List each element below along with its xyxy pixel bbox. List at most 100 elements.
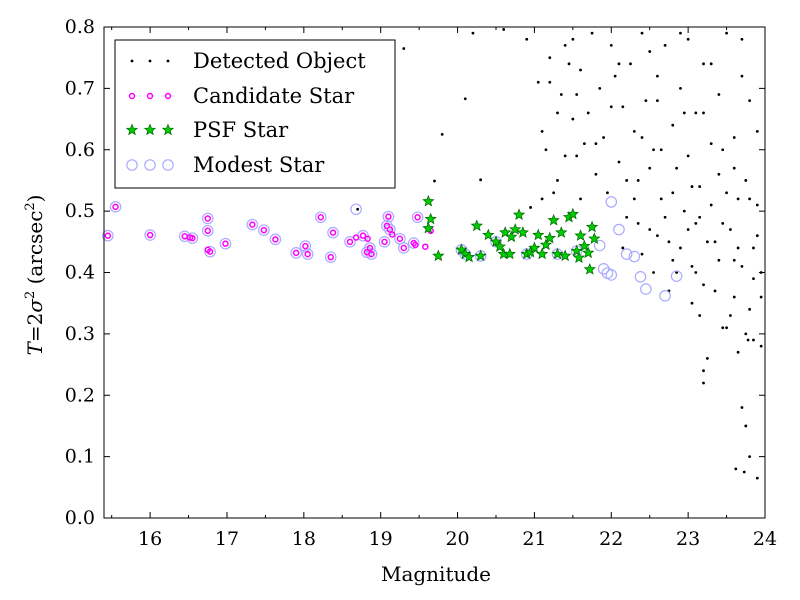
- data-point-circle: [246, 218, 259, 231]
- y-axis-label: T=2σ2 (arcsec2): [23, 194, 47, 355]
- x-axis-ticks: 16 17 18 19 20 21 22 23 24: [111, 27, 777, 550]
- legend-marker-ring: [146, 92, 154, 100]
- data-point-circle: [269, 233, 282, 246]
- legend-box: [114, 39, 396, 189]
- data-point-circle: [301, 248, 314, 260]
- data-point-point: [640, 136, 644, 139]
- data-point-point: [659, 197, 663, 201]
- data-point-ring: [422, 243, 429, 250]
- data-point-ring: [366, 244, 374, 252]
- data-point-point: [752, 338, 755, 342]
- data-point-ring: [414, 214, 421, 221]
- y-axis-label-text: T=2σ2 (arcsec2): [23, 194, 47, 355]
- data-point-star: [424, 212, 437, 225]
- data-point-point: [629, 62, 632, 66]
- y-axis-ticks: 0.0 0.1 0.2 0.3 0.4 0.5 0.6 0.7 0.8: [65, 16, 765, 529]
- data-point-point: [721, 148, 725, 152]
- data-point-ring: [386, 226, 394, 233]
- data-point-star: [489, 235, 503, 248]
- data-point-point: [636, 222, 640, 225]
- data-point-point: [682, 209, 686, 213]
- data-point-circle: [670, 270, 683, 282]
- data-point-point: [536, 80, 540, 84]
- data-point-circle: [144, 229, 156, 241]
- data-point-point: [702, 381, 705, 385]
- data-point-point: [744, 424, 748, 428]
- data-point-point: [671, 123, 675, 127]
- data-point-point: [529, 206, 532, 209]
- legend-marker-point: [166, 59, 170, 63]
- data-point-point: [725, 326, 728, 330]
- data-point-point: [686, 37, 690, 41]
- legend-marker-ring: [128, 92, 136, 100]
- data-point-point: [725, 191, 728, 195]
- data-point-point: [559, 93, 563, 96]
- data-point-ring: [412, 241, 419, 249]
- data-point-star: [572, 251, 586, 263]
- data-point-point: [548, 80, 552, 84]
- data-point-point: [702, 369, 705, 373]
- data-point-point: [713, 289, 717, 293]
- legend-marker-ring: [164, 92, 172, 100]
- data-point-ring: [364, 235, 371, 242]
- data-point-ring: [292, 249, 300, 257]
- data-point-circle: [314, 211, 327, 224]
- data-point-circle: [628, 250, 641, 263]
- data-point-point: [609, 105, 613, 109]
- data-point-circle: [290, 247, 302, 259]
- legend: Detected Object Candidate Star PSF Star …: [114, 39, 396, 189]
- data-point-point: [675, 166, 679, 170]
- data-point-star: [578, 239, 591, 252]
- data-point-ring: [104, 232, 112, 239]
- data-point-point: [594, 142, 598, 146]
- data-point-star: [528, 241, 541, 254]
- data-point-ring: [146, 231, 154, 239]
- data-point-point: [679, 31, 682, 35]
- data-point-point: [748, 197, 752, 201]
- y-label-unit-exp: 2: [23, 202, 38, 210]
- data-point-ring: [204, 227, 212, 235]
- data-point-star: [543, 231, 556, 244]
- data-point-point: [544, 148, 548, 152]
- y-tick-label: 0.4: [65, 262, 95, 284]
- data-point-point: [705, 240, 709, 244]
- data-point-star: [583, 262, 596, 275]
- data-point-circle: [299, 240, 312, 252]
- plot-frame: [103, 26, 766, 519]
- data-point-star: [532, 228, 545, 241]
- data-point-point: [740, 37, 744, 41]
- data-point-point: [742, 470, 746, 474]
- data-point-point: [698, 314, 702, 317]
- y-label-eq: =2: [23, 313, 47, 342]
- data-point-point: [540, 197, 544, 201]
- data-point-point: [548, 56, 552, 60]
- data-point-circle: [407, 237, 420, 249]
- data-point-star: [588, 232, 601, 244]
- legend-label-candidate-star: Candidate Star: [193, 84, 355, 108]
- data-point-circle: [620, 248, 633, 260]
- data-point-point: [617, 62, 621, 66]
- data-point-circle: [593, 239, 606, 252]
- data-point-star: [422, 194, 435, 207]
- x-tick-label: 20: [445, 528, 469, 550]
- data-point-ring: [346, 238, 354, 246]
- data-point-point: [640, 31, 644, 35]
- data-point-circle: [102, 229, 114, 242]
- legend-marker-point: [130, 59, 134, 63]
- data-point-ring: [352, 234, 360, 241]
- y-label-sigma: σ: [23, 298, 47, 313]
- data-point-point: [746, 338, 750, 342]
- data-point-point: [690, 264, 694, 268]
- data-point-star: [574, 229, 587, 241]
- data-point-point: [356, 207, 360, 211]
- data-point-ring: [329, 229, 337, 236]
- data-point-point: [740, 74, 744, 78]
- data-point-star: [516, 226, 530, 238]
- data-point-point: [690, 185, 694, 188]
- data-point-circle: [327, 226, 339, 239]
- data-point-point: [694, 222, 698, 225]
- data-point-point: [729, 228, 732, 231]
- data-point-point: [744, 179, 748, 182]
- data-point-point: [625, 215, 629, 219]
